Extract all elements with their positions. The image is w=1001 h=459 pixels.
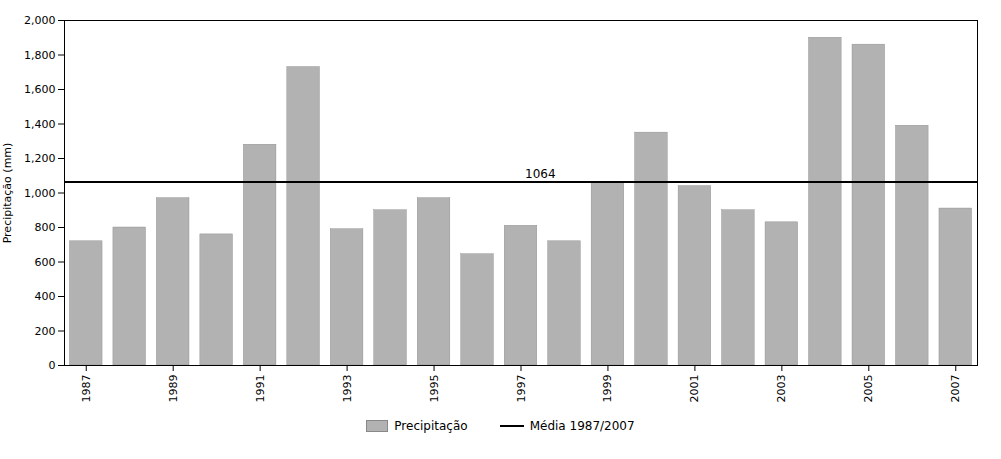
svg-text:2005: 2005 [862,375,875,403]
svg-text:600: 600 [35,256,56,269]
svg-text:1,200: 1,200 [24,152,56,165]
svg-text:400: 400 [35,290,56,303]
svg-text:2,000: 2,000 [24,14,56,27]
svg-text:1,400: 1,400 [24,118,56,131]
svg-text:1989: 1989 [167,375,180,403]
html-text:Média 1987/2007: Média 1987/2007 [529,419,635,433]
svg-text:1064: 1064 [525,167,556,181]
svg-text:1991: 1991 [254,375,267,403]
svg-text:1995: 1995 [428,375,441,403]
svg-text:200: 200 [35,325,56,338]
svg-text:2003: 2003 [775,375,788,403]
svg-text:1,600: 1,600 [24,83,56,96]
svg-text:2001: 2001 [688,375,701,403]
svg-text:1987: 1987 [80,375,93,403]
svg-text:1,800: 1,800 [24,49,56,62]
svg-text:2007: 2007 [949,375,962,403]
svg-text:1,000: 1,000 [24,187,56,200]
svg-text:0: 0 [49,359,56,372]
svg-text:1999: 1999 [601,375,614,403]
svg-text:800: 800 [35,221,56,234]
svg-text:1997: 1997 [515,375,528,403]
svg-text:1993: 1993 [341,375,354,403]
html-text:Precipitação: Precipitação [394,419,468,433]
svg-text:Precipitação (mm): Precipitação (mm) [1,143,14,244]
